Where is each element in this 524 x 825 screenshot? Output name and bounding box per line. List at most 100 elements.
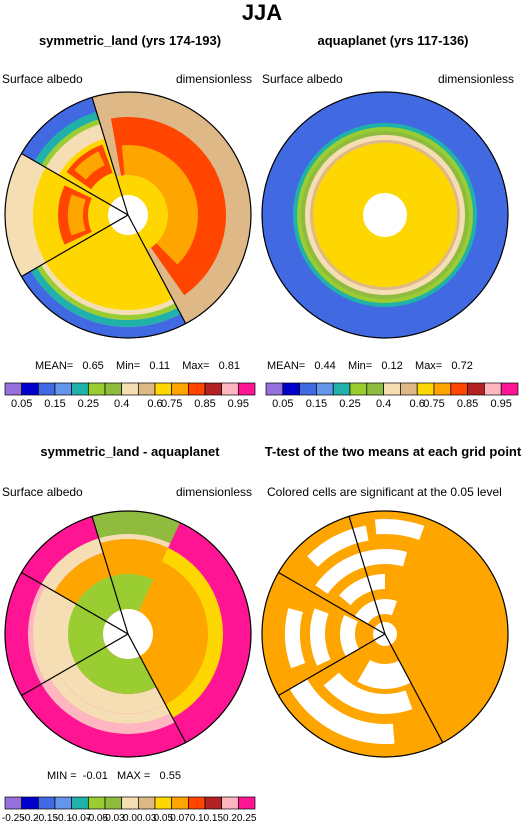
land-boundary-line xyxy=(278,633,386,697)
colorbar-tick-label: 0.05 xyxy=(272,398,293,410)
land-boundary-line xyxy=(21,633,129,697)
panel1-title: symmetric_land (yrs 174-193) xyxy=(38,33,222,48)
albedo-cell xyxy=(116,174,169,251)
non-significant-cell xyxy=(357,659,411,689)
colorbar-tick-label: 0.25 xyxy=(237,813,257,824)
colorbar-tick-label: 0.05 xyxy=(154,813,174,824)
land-boundary-line xyxy=(21,214,129,278)
colorbar-tick-label: 0.1 xyxy=(190,813,204,824)
panel2-right-label: dimensionless xyxy=(437,72,514,86)
non-significant-cell xyxy=(323,672,413,714)
colorbar-tick-label: 0.85 xyxy=(457,398,478,410)
colorbar-swatch xyxy=(237,382,256,396)
albedo-cell xyxy=(32,109,99,165)
non-significant-cell xyxy=(285,608,306,669)
non-significant-cell xyxy=(315,548,407,594)
pole-hole xyxy=(363,193,407,237)
min-value: 0.11 xyxy=(149,360,170,372)
mean-value: 0.44 xyxy=(314,360,336,372)
land-boundary-line xyxy=(348,516,386,635)
panel1-left-label: Surface albedo xyxy=(2,72,83,86)
panel3-left-label: Surface albedo xyxy=(2,485,83,499)
land-boundary-line xyxy=(127,633,187,743)
mean-value: 0.65 xyxy=(82,360,104,372)
diff-cell xyxy=(110,574,154,612)
colorbar-tick-label: 0.03 xyxy=(137,813,157,824)
panel3-title: symmetric_land - aquaplanet xyxy=(40,444,220,459)
land-boundary-line xyxy=(21,152,129,216)
non-significant-cell xyxy=(307,525,369,567)
land-boundary-line xyxy=(91,516,129,635)
colorbar-swatch xyxy=(500,382,519,396)
panel1-stats: MEAN= 0.65 Min= 0.11 Max= 0.81 xyxy=(35,360,240,372)
panel1-right-label: dimensionless xyxy=(175,72,252,86)
plot-border xyxy=(261,510,509,758)
non-significant-cell xyxy=(289,679,395,744)
non-significant-cell xyxy=(339,574,385,606)
colorbar-tick-label: 0.05 xyxy=(11,398,32,410)
max-value: 0.55 xyxy=(159,770,181,782)
diff-cell xyxy=(100,539,169,580)
max-label: Max= xyxy=(415,360,443,372)
colorbar-tick-label: 0.25 xyxy=(78,398,99,410)
albedo-cell xyxy=(121,145,198,265)
colorbar-tick-label: 0.15 xyxy=(44,398,65,410)
colorbar-tick-label: 0.75 xyxy=(423,398,444,410)
colorbar-tick-label: 0.95 xyxy=(228,398,249,410)
land-boundary-line xyxy=(384,633,444,743)
albedo-cell xyxy=(41,119,101,168)
panel2-left-label: Surface albedo xyxy=(262,72,343,86)
land-boundary-line xyxy=(21,571,129,635)
mean-label: MEAN= xyxy=(35,360,74,372)
colorbar-tick-label: -0.05 xyxy=(85,813,108,824)
non-significant-cell xyxy=(340,614,360,657)
max-label: MAX = xyxy=(117,770,151,782)
panel4-title: T-test of the two means at each grid poi… xyxy=(264,444,522,459)
colorbar-tick-label: -0.07 xyxy=(69,813,92,824)
colorbar-tick-label: 0.95 xyxy=(490,398,511,410)
albedo-cell xyxy=(68,194,86,236)
albedo-cell xyxy=(74,151,105,180)
panel3-stats: MIN = -0.01 MAX = 0.55 xyxy=(47,770,181,782)
min-value: 0.12 xyxy=(381,360,403,372)
plot-border xyxy=(4,510,252,758)
plot-border xyxy=(261,91,509,339)
colorbar-tick-label: 0.0 xyxy=(123,813,137,824)
colorbar-tick-label: 0.4 xyxy=(376,398,391,410)
diff-cell xyxy=(47,594,166,714)
colorbar-tick-label: -0.15 xyxy=(35,813,58,824)
colorbar-tick-label: -0.03 xyxy=(102,813,125,824)
diff-cell xyxy=(98,533,171,548)
colorbar-tick-label: 0.6 xyxy=(147,398,162,410)
albedo-cell xyxy=(4,153,46,277)
colorbar-tick-label: 0.2 xyxy=(223,813,237,824)
albedo-cell xyxy=(45,124,105,175)
max-label: Max= xyxy=(182,360,210,372)
non-significant-cell xyxy=(354,599,397,624)
colorbar-tick-label: 0.6 xyxy=(410,398,425,410)
albedo-cell xyxy=(21,97,97,161)
page-title: JJA xyxy=(241,0,283,25)
colorbar-tick-label: 0.75 xyxy=(161,398,182,410)
min-label: Min= xyxy=(116,360,141,372)
min-label: Min= xyxy=(348,360,373,372)
diff-cell xyxy=(41,538,104,592)
colorbar-tick-label: -0.1 xyxy=(55,813,73,824)
panel4-subtitle: Colored cells are significant at the 0.0… xyxy=(267,485,502,499)
colorbar-tick-label: 0.15 xyxy=(306,398,327,410)
colorbar-tick-label: 0.15 xyxy=(204,813,224,824)
max-value: 0.72 xyxy=(451,360,473,372)
colorbar-tick-label: 0.4 xyxy=(114,398,129,410)
colorbar-swatch xyxy=(237,796,256,810)
min-value: -0.01 xyxy=(82,770,108,782)
min-label: MIN = xyxy=(47,770,77,782)
colorbar-tick-label: -0.2 xyxy=(21,813,39,824)
diff-cell xyxy=(38,589,171,724)
panel2-title: aquaplanet (yrs 117-136) xyxy=(317,33,469,48)
panel3-right-label: dimensionless xyxy=(175,485,252,499)
